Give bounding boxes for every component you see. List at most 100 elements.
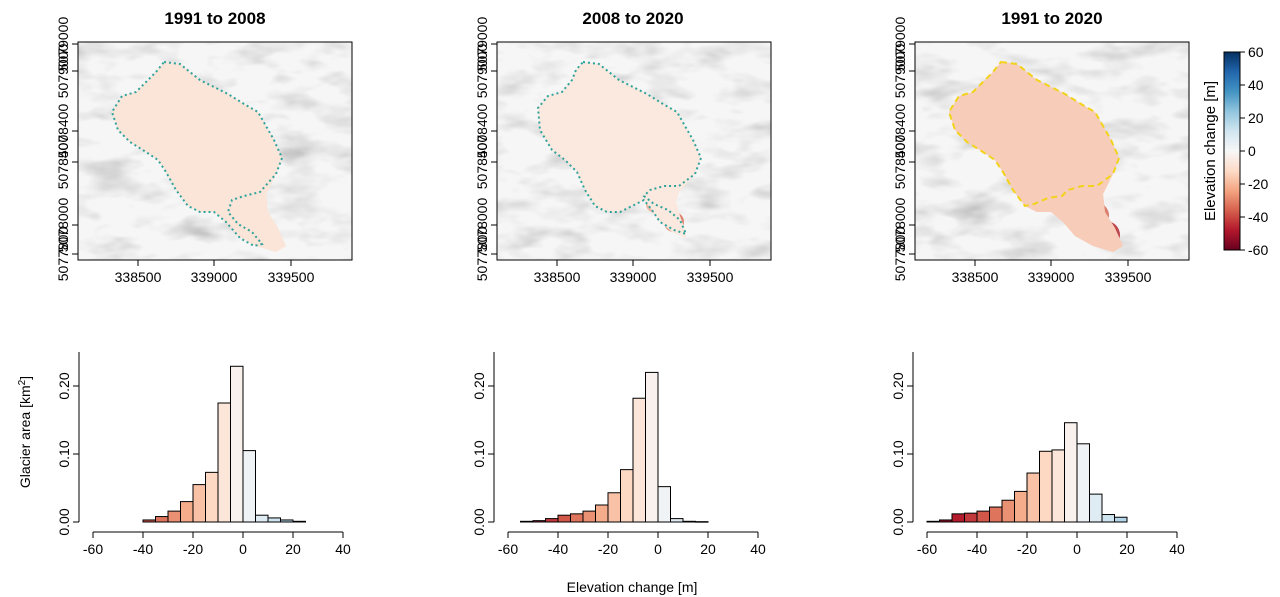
histogram-bar — [243, 451, 256, 522]
histogram-bar — [1027, 473, 1040, 522]
y-tick-label: 5078000 — [892, 198, 908, 253]
map-x-axis: 338500 339000 339500 — [534, 260, 734, 285]
histogram-bar — [558, 515, 571, 522]
x-tick-label: 339500 — [1105, 269, 1152, 285]
histogram-bar — [952, 514, 965, 522]
colorbar-tick-label: -60 — [1248, 242, 1268, 258]
x-tick-label: 20 — [285, 541, 301, 557]
colorbar: 6040200-20-40-60 Elevation change [m] — [1202, 44, 1268, 258]
histogram-bar — [1002, 500, 1015, 522]
histogram-2008-2020: 0.00 0.10 0.20 -60 -40 -20 0 20 40 — [471, 352, 766, 557]
x-tick-label: -20 — [183, 541, 203, 557]
x-tick-label: 338500 — [952, 269, 999, 285]
map-title: 2008 to 2020 — [582, 9, 683, 28]
histogram-bar — [965, 513, 978, 522]
x-tick-label: 40 — [335, 541, 351, 557]
y-tick-label: 5078000 — [55, 198, 71, 253]
histogram-bar — [683, 521, 696, 522]
histogram-bar — [646, 372, 659, 522]
x-tick-label: 339000 — [191, 269, 238, 285]
y-tick-label: 5079000 — [55, 17, 71, 72]
map-title: 1991 to 2020 — [1001, 9, 1102, 28]
y-tick-label: 5079000 — [892, 17, 908, 72]
x-tick-label: -20 — [598, 541, 618, 557]
x-tick-label: 40 — [1169, 541, 1185, 557]
histogram-bar — [521, 521, 534, 522]
x-tick-label: 40 — [750, 541, 766, 557]
histogram-bar — [1065, 423, 1078, 522]
histogram-bar — [168, 511, 181, 522]
histogram-bar — [633, 398, 646, 522]
histogram-bar — [293, 521, 306, 522]
histogram-bar — [671, 519, 684, 522]
colorbar-gradient — [1224, 52, 1240, 250]
histogram-bar — [143, 520, 156, 522]
histogram-bar — [1040, 451, 1053, 522]
x-tick-label: 339000 — [610, 269, 657, 285]
x-tick-label: -40 — [967, 541, 987, 557]
x-tick-label: -40 — [133, 541, 153, 557]
colorbar-label: Elevation change [m] — [1202, 81, 1219, 221]
histogram-bar — [940, 520, 953, 522]
map-x-axis: 338500 339000 339500 — [115, 260, 315, 285]
x-tick-label: -40 — [548, 541, 568, 557]
y-tick-label: 0.10 — [890, 440, 906, 467]
x-tick-label: 20 — [1119, 541, 1135, 557]
histogram-bar — [546, 519, 559, 522]
x-tick-label: -60 — [917, 541, 937, 557]
x-tick-label: 20 — [700, 541, 716, 557]
histogram-bar — [1102, 515, 1115, 522]
x-tick-label: -20 — [1017, 541, 1037, 557]
histogram-bar — [1115, 517, 1128, 522]
histogram-bar — [181, 502, 194, 522]
colorbar-tick-label: 60 — [1248, 44, 1264, 60]
histogram-bar — [927, 521, 940, 522]
histogram-bar — [1090, 494, 1103, 522]
histogram-bar — [990, 507, 1003, 522]
map-panel-3: 1991 to 2020 338500 339000 339500 — [892, 9, 1189, 285]
x-tick-label: 338500 — [115, 269, 162, 285]
histogram-bar — [231, 366, 244, 522]
y-tick-label: 5078000 — [474, 198, 490, 253]
histogram-bar — [1077, 444, 1090, 522]
histogram-bar — [608, 493, 621, 522]
colorbar-tick-label: 40 — [1248, 77, 1264, 93]
y-tick-label: 0.20 — [56, 372, 72, 399]
colorbar-tick-label: -20 — [1248, 176, 1268, 192]
x-tick-label: 0 — [239, 541, 247, 557]
y-tick-label: 5079000 — [474, 17, 490, 72]
ylabel-end: ] — [17, 376, 33, 380]
y-tick-label: 0.00 — [890, 508, 906, 535]
histogram-x-axis-label: Elevation change [m] — [567, 579, 698, 595]
histogram-bar — [218, 403, 231, 522]
map-y-axis: 5077800 5078000 5078400 5078400 5079000 … — [474, 17, 497, 282]
map-y-axis: 5077800 5078000 5078400 5078400 5079000 … — [55, 17, 78, 282]
histogram-bar — [1015, 491, 1028, 522]
histogram-bar — [621, 470, 634, 522]
map-panel-1: 1991 to 2008 338500 339000 339500 — [55, 9, 352, 285]
y-tick-label: 5078400 — [892, 104, 908, 159]
histogram-bar — [193, 485, 206, 522]
map-y-axis: 5077800 5078000 5078400 5078400 5079000 … — [892, 17, 915, 282]
histogram-bar — [571, 514, 584, 522]
x-tick-label: 339500 — [268, 269, 315, 285]
colorbar-tick-label: 0 — [1248, 143, 1256, 159]
histogram-bar — [583, 511, 596, 522]
x-tick-label: -60 — [498, 541, 518, 557]
y-tick-label: 0.00 — [471, 508, 487, 535]
y-tick-label: 0.10 — [471, 440, 487, 467]
colorbar-ticks: 60 40 20 0 -20 -40 -60 — [1240, 44, 1268, 258]
y-tick-label: 0.20 — [890, 372, 906, 399]
x-tick-label: 0 — [1073, 541, 1081, 557]
histogram-bar — [977, 511, 990, 522]
histogram-bar — [268, 518, 281, 522]
y-tick-label: 0.20 — [471, 372, 487, 399]
colorbar-tick-label: 20 — [1248, 110, 1264, 126]
histogram-1991-2008: 0.00 0.10 0.20 -60 -40 -20 0 20 40 — [56, 352, 351, 557]
histogram-bar — [206, 472, 219, 522]
ylabel-text: Glacier area [km — [17, 385, 33, 488]
histogram-bar — [281, 520, 294, 522]
y-tick-label: 5078400 — [55, 104, 71, 159]
map-panel-2: 2008 to 2020 338500 339000 339500 — [474, 9, 771, 285]
